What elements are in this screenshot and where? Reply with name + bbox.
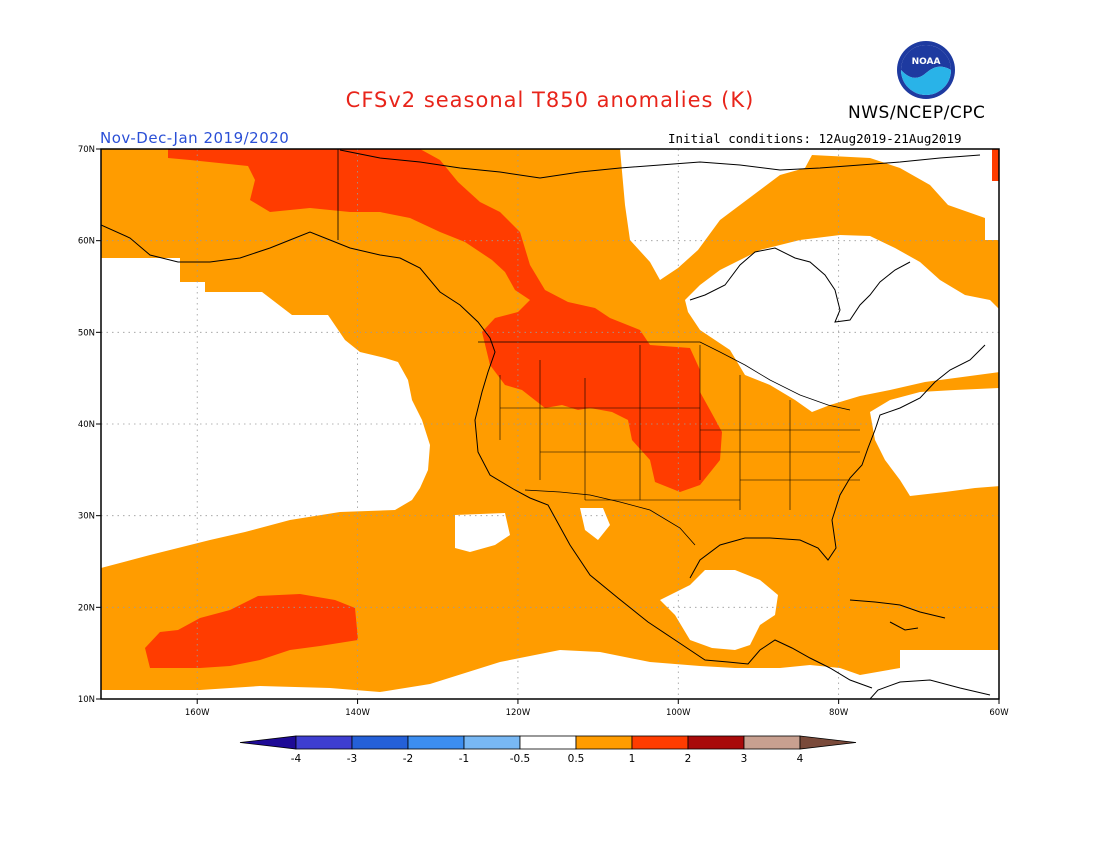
colorbar-bin xyxy=(295,735,353,750)
lat-tick-label: 60N xyxy=(78,237,95,247)
coastline-arctic xyxy=(339,149,981,179)
coastline-south-america xyxy=(869,679,991,699)
lon-tick-label: 160W xyxy=(185,708,210,718)
anomaly-region-neutral-tropics xyxy=(101,650,999,699)
anomaly-region-neutral-pacific xyxy=(101,258,430,568)
noaa-logo: NOAA xyxy=(897,41,955,99)
colorbar-label: -1 xyxy=(459,753,469,765)
anomaly-region-neutral-canada xyxy=(620,149,999,412)
colorbar-bin xyxy=(743,735,801,750)
colorbar-label: -4 xyxy=(291,753,302,765)
colorbar-bin xyxy=(631,735,689,750)
lon-tick-label: 80W xyxy=(829,708,849,718)
border-us-canada xyxy=(478,341,851,411)
lat-tick-label: 40N xyxy=(78,420,95,430)
forecast-period: Nov-Dec-Jan 2019/2020 xyxy=(100,129,290,147)
colorbar-label: 1 xyxy=(629,753,636,765)
colorbar-label: 3 xyxy=(741,753,748,765)
colorbar-bin xyxy=(407,735,465,750)
colorbar-label: -2 xyxy=(403,753,413,765)
lat-tick-label: 10N xyxy=(78,695,95,705)
lat-tick-label: 50N xyxy=(78,328,95,338)
agency-label: NWS/NCEP/CPC xyxy=(848,103,986,123)
colorbar-label: -3 xyxy=(347,753,357,765)
anomaly-region-red-hawaii xyxy=(145,594,358,668)
anomaly-region-neutral-mexico xyxy=(455,508,778,650)
coastline-caribbean xyxy=(849,599,946,631)
coastline-us-east xyxy=(689,344,986,579)
map-title: CFSv2 seasonal T850 anomalies (K) xyxy=(345,88,755,112)
lon-tick-label: 60W xyxy=(989,708,1009,718)
lat-tick-label: 30N xyxy=(78,512,95,522)
coastline-alaska xyxy=(101,224,873,689)
state-borders xyxy=(499,345,860,510)
graticule xyxy=(101,149,999,699)
colorbar-label: -0.5 xyxy=(510,753,531,765)
colorbar-bin xyxy=(519,735,577,750)
colorbar-label: 2 xyxy=(685,753,692,765)
colorbar-label: 4 xyxy=(797,753,804,765)
lat-tick-label: 70N xyxy=(78,145,95,155)
lon-tick-label: 120W xyxy=(506,708,531,718)
anomaly-region-red-bering xyxy=(992,149,999,181)
color-bar: -4 -3 -2 -1 -0.5 0.5 1 2 3 4 xyxy=(239,735,857,765)
colorbar-bin xyxy=(687,735,745,750)
axis-ticks xyxy=(96,148,1000,704)
coastlines xyxy=(101,149,991,699)
colorbar-label: 0.5 xyxy=(568,753,585,765)
colorbar-bin xyxy=(463,735,521,750)
colorbar-bin xyxy=(351,735,409,750)
colorbar-bin xyxy=(575,735,633,750)
axis-tick-labels: 70N 60N 50N 40N 30N 20N 10N 160W 140W 120W 100W 80W… xyxy=(78,145,1009,718)
colorbar-arrow-high xyxy=(799,735,857,750)
initial-conditions: Initial conditions: 12Aug2019-21Aug2019 xyxy=(668,131,962,146)
anomaly-field xyxy=(101,149,999,699)
noaa-logo-text: NOAA xyxy=(912,57,941,67)
coastline-hudson xyxy=(689,247,911,323)
border-us-mexico xyxy=(524,489,696,546)
lon-tick-label: 100W xyxy=(666,708,691,718)
anomaly-region-neutral-atlantic xyxy=(870,388,999,496)
anomaly-region-red-northwest xyxy=(168,149,722,492)
colorbar-arrow-low xyxy=(239,735,297,750)
lon-tick-label: 140W xyxy=(345,708,370,718)
lat-tick-label: 20N xyxy=(78,603,95,613)
